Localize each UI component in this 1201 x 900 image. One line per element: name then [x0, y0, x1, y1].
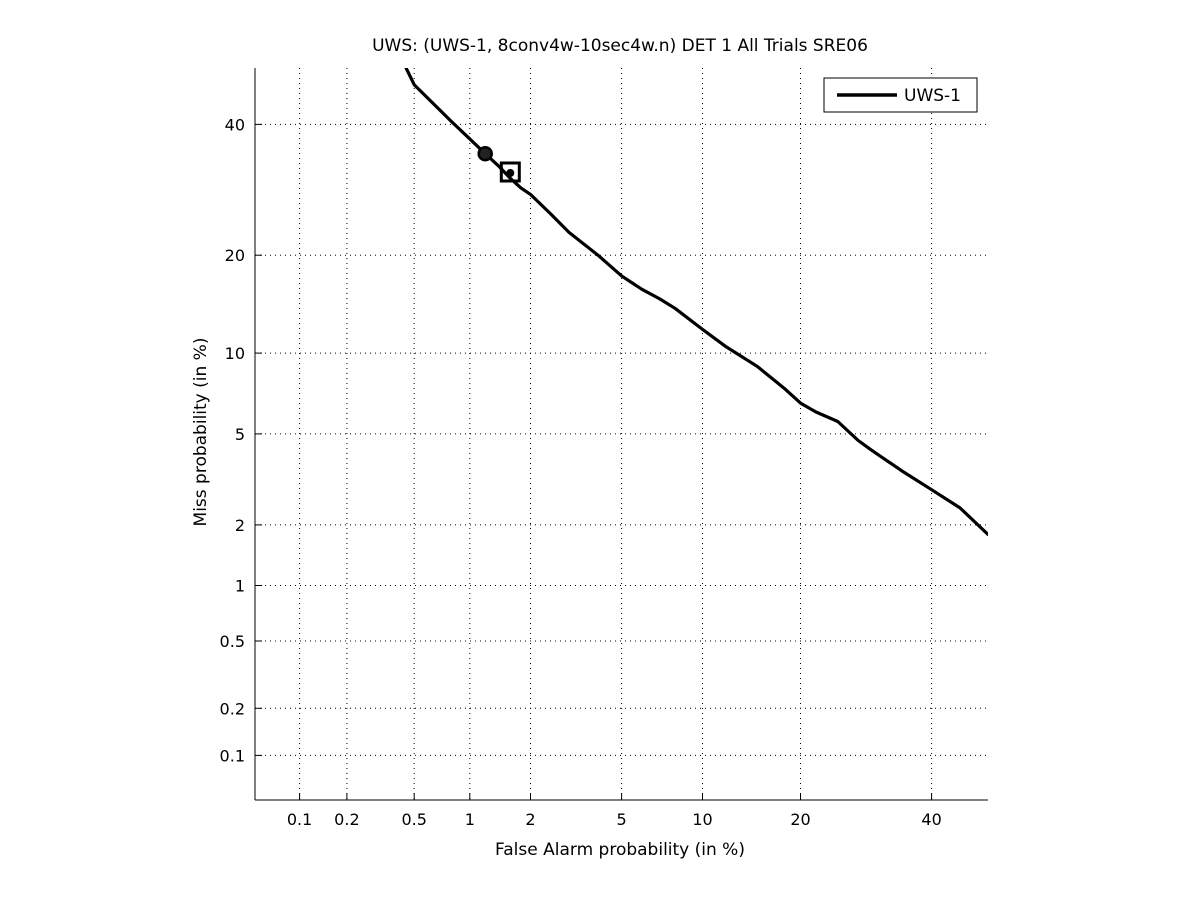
- x-tick-label: 40: [921, 810, 941, 829]
- y-tick-label: 1: [235, 577, 245, 596]
- square-marker: [499, 161, 521, 183]
- series-layer: [404, 68, 988, 537]
- x-axis-label: False Alarm probability (in %): [495, 840, 745, 860]
- chart-title: UWS: (UWS-1, 8conv4w-10sec4w.n) DET 1 Al…: [372, 36, 868, 56]
- x-tick-label: 20: [790, 810, 810, 829]
- x-tick-label: 0.5: [401, 810, 426, 829]
- x-tick-label: 5: [617, 810, 627, 829]
- y-tick-label: 10: [225, 344, 245, 363]
- x-tick-label: 0.1: [287, 810, 312, 829]
- y-tick-label: 0.1: [220, 746, 245, 765]
- y-tick-label: 20: [225, 246, 245, 265]
- y-axis-label: Miss probability (in %): [191, 338, 211, 527]
- x-tick-label: 1: [465, 810, 475, 829]
- x-tick-label: 10: [692, 810, 712, 829]
- square-marker-dot: [506, 169, 515, 177]
- legend-entry: UWS-1: [904, 86, 961, 106]
- marker-layer: [477, 145, 521, 183]
- x-tick-label: 2: [525, 810, 535, 829]
- y-tick-label: 5: [235, 425, 245, 444]
- x-tick-label: 0.2: [334, 810, 359, 829]
- y-axis-ticks: 0.1 0.2 0.5 1 2 5 10 20 40: [220, 115, 262, 765]
- circle-marker: [477, 145, 493, 162]
- y-tick-label: 0.5: [220, 632, 245, 651]
- y-tick-label: 0.2: [220, 699, 245, 718]
- y-tick-label: 40: [225, 115, 245, 134]
- series-line: [404, 68, 988, 537]
- grid: [255, 68, 988, 800]
- legend: UWS-1: [823, 77, 978, 113]
- y-tick-label: 2: [235, 516, 245, 535]
- x-axis-ticks: 0.1 0.2 0.5 1 2 5 10 20 40: [287, 793, 942, 829]
